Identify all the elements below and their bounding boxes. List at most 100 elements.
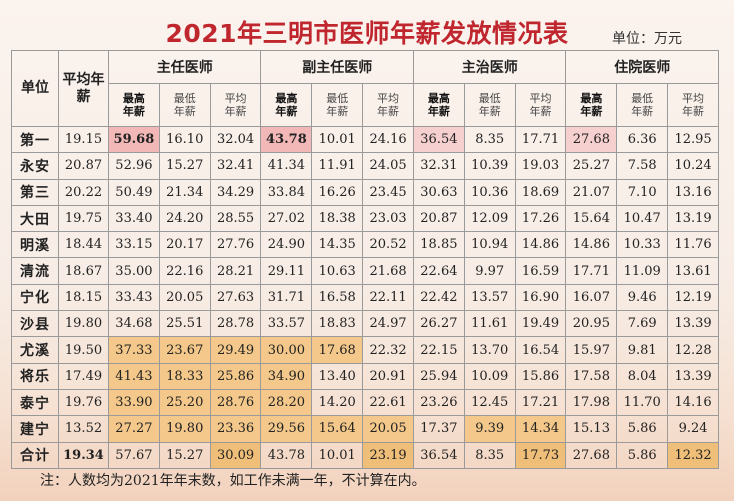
salary-cell: 25.86	[209, 362, 262, 390]
salary-cell: 17.26	[514, 204, 567, 233]
salary-cell: 37.33	[108, 336, 160, 364]
salary-cell: 9.39	[463, 415, 516, 443]
row-unit-name: 明溪	[11, 231, 59, 259]
salary-cell: 57.67	[108, 441, 160, 469]
row-avg-salary: 19.34	[58, 441, 109, 469]
salary-cell: 23.67	[158, 336, 211, 364]
salary-cell: 22.42	[412, 283, 465, 312]
salary-cell: 20.52	[362, 231, 414, 259]
salary-cell: 24.20	[158, 204, 211, 233]
salary-cell: 12.45	[463, 388, 516, 417]
salary-cell: 14.16	[667, 388, 719, 417]
row-avg-salary: 19.75	[58, 204, 109, 233]
salary-cell: 30.63	[412, 178, 465, 206]
salary-cell: 16.26	[311, 178, 364, 206]
salary-cell: 6.36	[616, 125, 669, 154]
salary-cell: 21.68	[362, 257, 414, 285]
salary-cell: 16.10	[158, 125, 211, 154]
row-unit-name: 尤溪	[11, 336, 59, 364]
salary-cell: 13.16	[667, 178, 719, 206]
header-group-chief: 主任医师	[107, 50, 262, 84]
salary-table: 单位 平均年薪 主任医师 副主任医师 主治医师 住院医师 最高 年薪 最低 年薪 平均年…	[11, 50, 719, 469]
salary-cell: 15.64	[565, 204, 618, 233]
salary-cell: 19.49	[514, 310, 567, 338]
salary-cell: 13.40	[311, 362, 364, 390]
row-unit-name: 将乐	[11, 362, 59, 390]
salary-cell: 36.54	[412, 441, 465, 469]
salary-cell: 17.68	[311, 336, 364, 364]
salary-cell: 28.20	[260, 388, 313, 417]
subheader-cell: 最低 年薪	[311, 83, 364, 127]
salary-cell: 5.86	[616, 415, 669, 443]
salary-cell: 33.84	[260, 178, 313, 206]
salary-cell: 27.68	[565, 125, 618, 154]
salary-cell: 20.05	[362, 415, 414, 443]
salary-cell: 34.90	[260, 362, 313, 390]
salary-cell: 16.58	[311, 283, 364, 312]
salary-cell: 17.37	[412, 415, 465, 443]
salary-cell: 28.21	[209, 257, 262, 285]
row-avg-salary: 19.50	[58, 336, 109, 364]
row-unit-name: 清流	[11, 257, 59, 285]
salary-cell: 22.61	[362, 388, 414, 417]
row-unit-name: 永安	[11, 152, 59, 180]
salary-cell: 13.61	[667, 257, 719, 285]
subheader-cell: 平均 年薪	[209, 83, 262, 127]
salary-cell: 13.19	[667, 204, 719, 233]
salary-cell: 12.95	[667, 125, 719, 154]
salary-cell: 9.46	[616, 283, 669, 312]
salary-cell: 7.69	[616, 310, 669, 338]
salary-cell: 22.15	[412, 336, 465, 364]
subheader-cell: 最高 年薪	[412, 83, 465, 127]
salary-cell: 14.86	[565, 231, 618, 259]
row-unit-name: 建宁	[11, 415, 59, 443]
subheader-cell: 最高 年薪	[565, 83, 618, 127]
subheader-cell: 最低 年薪	[463, 83, 516, 127]
salary-cell: 10.01	[311, 441, 364, 469]
salary-cell: 43.78	[260, 441, 313, 469]
salary-cell: 11.76	[667, 231, 719, 259]
subheader-cell: 最低 年薪	[158, 83, 211, 127]
salary-cell: 35.00	[108, 257, 160, 285]
salary-cell: 18.83	[311, 310, 364, 338]
row-avg-salary: 19.15	[58, 125, 109, 154]
row-unit-name: 泰宁	[11, 388, 59, 417]
salary-cell: 18.85	[412, 231, 465, 259]
salary-cell: 16.90	[514, 283, 567, 312]
salary-cell: 43.78	[260, 125, 313, 154]
salary-cell: 27.76	[209, 231, 262, 259]
row-unit-name: 第一	[11, 125, 59, 154]
table-row: 合计 19.34 57.67 15.27 30.09 43.78 10.01 23.19 36.…	[11, 441, 719, 469]
salary-cell: 10.39	[463, 152, 516, 180]
salary-cell: 23.03	[362, 204, 414, 233]
salary-cell: 10.24	[667, 152, 719, 180]
salary-cell: 9.97	[463, 257, 516, 285]
salary-cell: 28.78	[209, 310, 262, 338]
subheader-cell: 最高 年薪	[108, 83, 160, 127]
salary-cell: 15.97	[565, 336, 618, 364]
salary-cell: 23.36	[209, 415, 262, 443]
table-row: 泰宁 19.76 33.90 25.20 28.76 28.20 14.20 22.61 23.…	[11, 388, 719, 417]
salary-cell: 27.27	[108, 415, 160, 443]
salary-cell: 30.09	[209, 441, 262, 469]
salary-cell: 16.59	[514, 257, 567, 285]
salary-cell: 7.58	[616, 152, 669, 180]
salary-cell: 22.11	[362, 283, 414, 312]
salary-cell: 17.21	[514, 388, 567, 417]
salary-cell: 28.76	[209, 388, 262, 417]
table-row: 沙县 19.80 34.68 25.51 28.78 33.57 18.83 24.97 26.…	[11, 310, 719, 338]
subheader-cell: 平均 年薪	[362, 83, 414, 127]
salary-cell: 50.49	[108, 178, 160, 206]
salary-cell: 17.71	[565, 257, 618, 285]
salary-cell: 12.19	[667, 283, 719, 312]
salary-cell: 33.15	[108, 231, 160, 259]
salary-cell: 22.16	[158, 257, 211, 285]
table-row: 第三 20.22 50.49 21.34 34.29 33.84 16.26 23.45 30.…	[11, 178, 719, 206]
salary-cell: 8.04	[616, 362, 669, 390]
salary-cell: 30.00	[260, 336, 313, 364]
salary-cell: 20.05	[158, 283, 211, 312]
salary-cell: 10.09	[463, 362, 516, 390]
row-avg-salary: 18.67	[58, 257, 109, 285]
salary-cell: 10.33	[616, 231, 669, 259]
row-avg-salary: 18.15	[58, 283, 109, 312]
